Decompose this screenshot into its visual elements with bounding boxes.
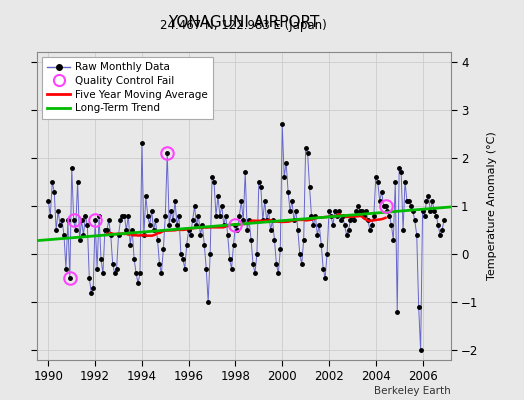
Title: YONAGUNI AIRPORT: YONAGUNI AIRPORT <box>168 15 319 30</box>
Text: 24.467 N, 122.983 E (Japan): 24.467 N, 122.983 E (Japan) <box>160 19 327 32</box>
Text: Berkeley Earth: Berkeley Earth <box>374 386 451 396</box>
Legend: Raw Monthly Data, Quality Control Fail, Five Year Moving Average, Long-Term Tren: Raw Monthly Data, Quality Control Fail, … <box>42 57 213 118</box>
Y-axis label: Temperature Anomaly (°C): Temperature Anomaly (°C) <box>487 132 497 280</box>
